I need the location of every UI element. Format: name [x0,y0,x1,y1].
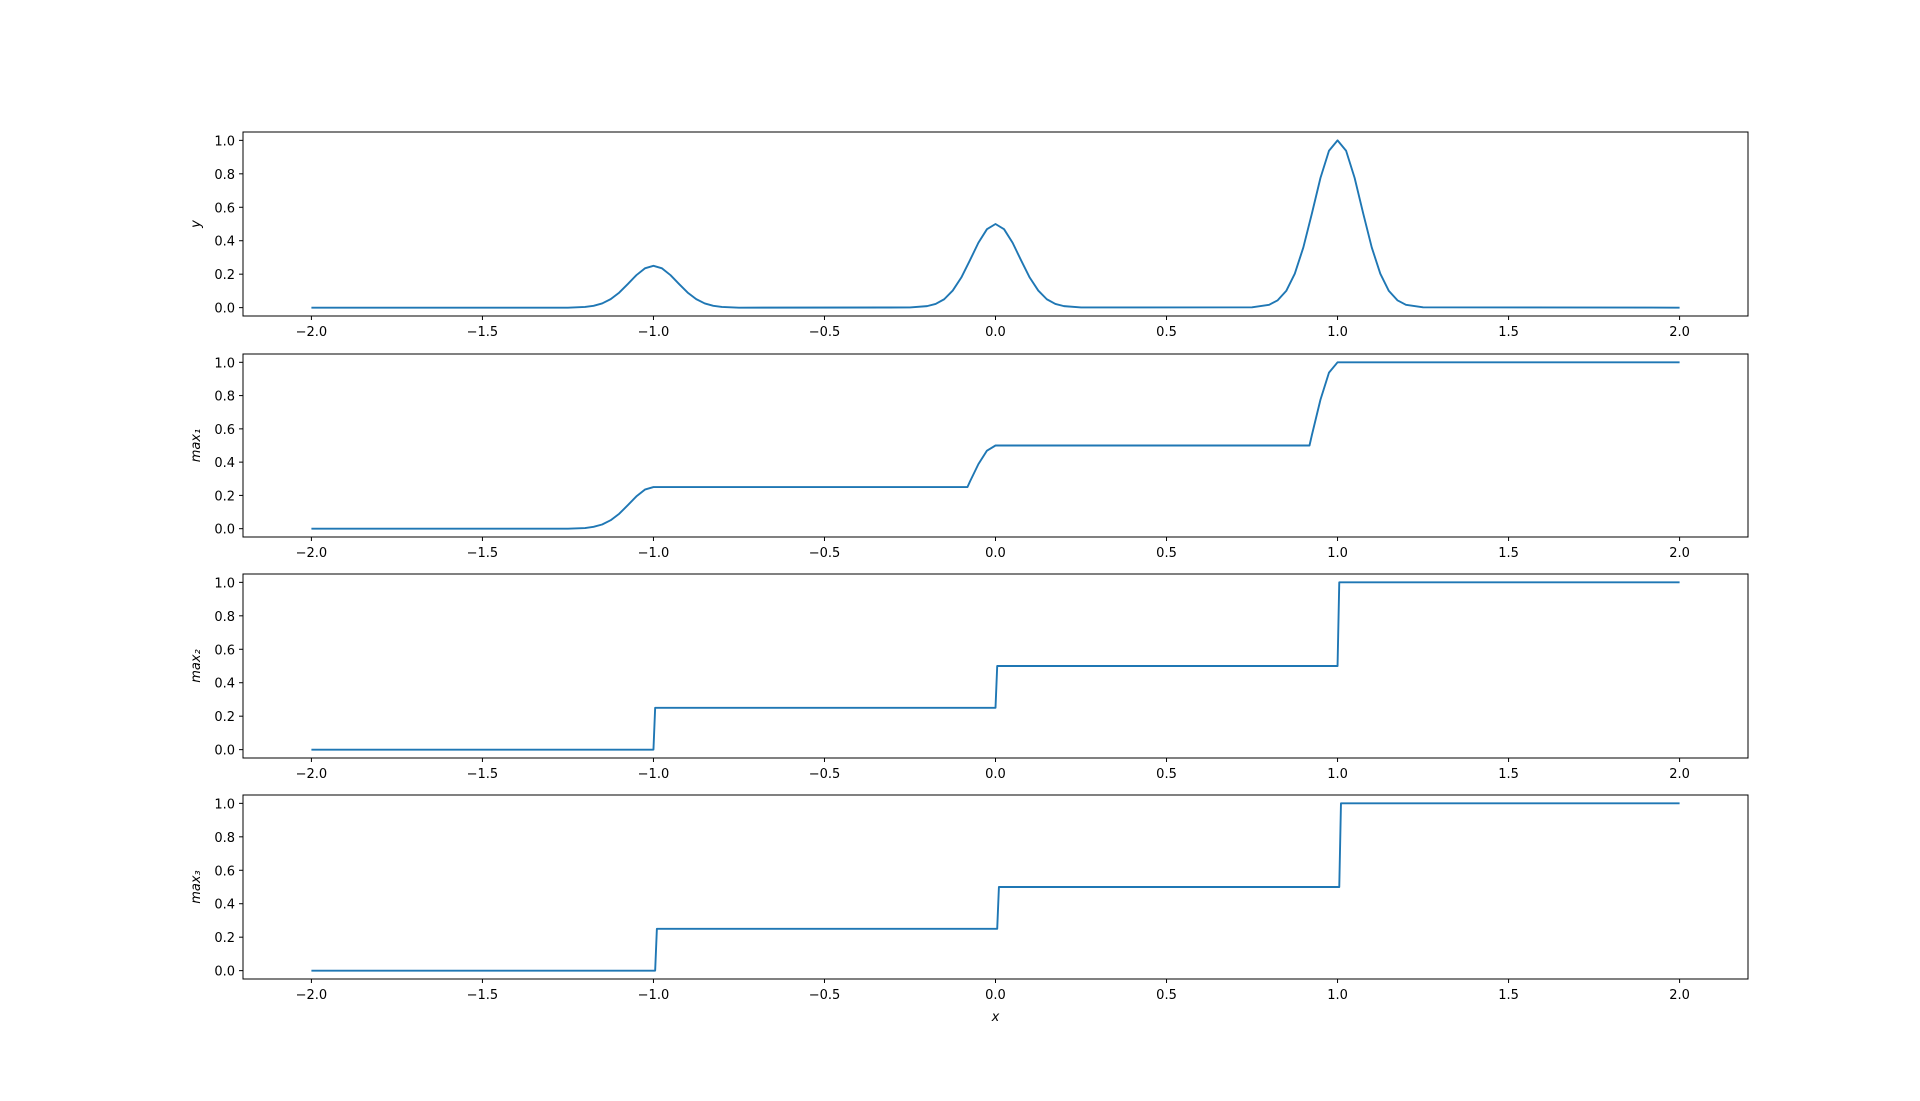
x-tick-label: 0.5 [1156,546,1177,561]
x-tick-label: 2.0 [1669,988,1690,1003]
y-tick-label: 0.6 [214,201,235,216]
x-tick-label: 0.5 [1156,325,1177,340]
x-tick-label: 2.0 [1669,546,1690,561]
y-tick-label: 0.8 [214,831,235,846]
x-tick-label: 0.0 [985,325,1006,340]
y-tick-label: 0.8 [214,168,235,183]
y-tick-label: 0.6 [214,864,235,879]
y-tick-label: 1.0 [214,134,235,149]
y-tick-label: 0.2 [214,710,235,725]
y-tick-label: 0.4 [214,677,235,692]
x-tick-label: −2.0 [296,325,328,340]
x-tick-label: 1.0 [1327,767,1348,782]
x-axis-label: x [991,1010,1000,1025]
y-tick-label: 0.0 [214,744,235,759]
x-tick-label: 1.5 [1498,546,1519,561]
y-tick-label: 0.2 [214,931,235,946]
x-tick-label: −1.5 [467,325,499,340]
x-tick-label: −1.0 [638,546,670,561]
y-tick-label: 0.2 [214,268,235,283]
x-tick-label: 1.5 [1498,767,1519,782]
axes-frame [242,794,1749,980]
y-tick-label: 0.2 [214,489,235,504]
y-tick-label: 0.6 [214,423,235,438]
y-tick-label: 0.6 [214,643,235,658]
y-tick-label: 0.0 [214,523,235,538]
x-tick-label: 1.5 [1498,988,1519,1003]
x-tick-label: −0.5 [809,546,841,561]
y-tick-label: 0.8 [214,610,235,625]
x-tick-label: 0.5 [1156,988,1177,1003]
x-tick-label: 0.0 [985,988,1006,1003]
x-tick-label: 1.0 [1327,325,1348,340]
x-tick-label: 0.0 [985,767,1006,782]
x-tick-label: −1.0 [638,988,670,1003]
y-axis-label: max₁ [189,429,204,463]
y-tick-label: 1.0 [214,356,235,371]
x-tick-label: −2.0 [296,767,328,782]
x-tick-label: 1.5 [1498,325,1519,340]
y-tick-label: 0.0 [214,302,235,317]
x-tick-label: 2.0 [1669,325,1690,340]
y-tick-label: 0.8 [214,390,235,405]
y-axis-label: max₃ [189,870,204,904]
y-axis-label: max₂ [189,649,204,683]
y-tick-label: 0.0 [214,965,235,980]
data-line [311,802,1680,972]
x-tick-label: 0.5 [1156,767,1177,782]
x-tick-label: 1.0 [1327,546,1348,561]
x-tick-label: −1.5 [467,988,499,1003]
y-tick-label: 0.4 [214,235,235,250]
data-line [311,581,1680,751]
x-tick-label: −0.5 [809,325,841,340]
x-tick-label: −1.0 [638,325,670,340]
data-line [311,361,1680,530]
data-line [311,139,1680,309]
x-tick-label: −0.5 [809,988,841,1003]
x-tick-label: −1.5 [467,546,499,561]
x-tick-label: −1.0 [638,767,670,782]
x-tick-label: 1.0 [1327,988,1348,1003]
x-tick-label: −0.5 [809,767,841,782]
x-tick-label: −1.5 [467,767,499,782]
x-tick-label: −2.0 [296,546,328,561]
y-tick-label: 0.4 [214,456,235,471]
x-tick-label: 0.0 [985,546,1006,561]
y-axis-label: y [189,220,204,229]
x-tick-label: −2.0 [296,988,328,1003]
y-tick-label: 0.4 [214,898,235,913]
y-tick-label: 1.0 [214,576,235,591]
x-tick-label: 2.0 [1669,767,1690,782]
y-tick-label: 1.0 [214,797,235,812]
axes-frame [242,573,1749,759]
